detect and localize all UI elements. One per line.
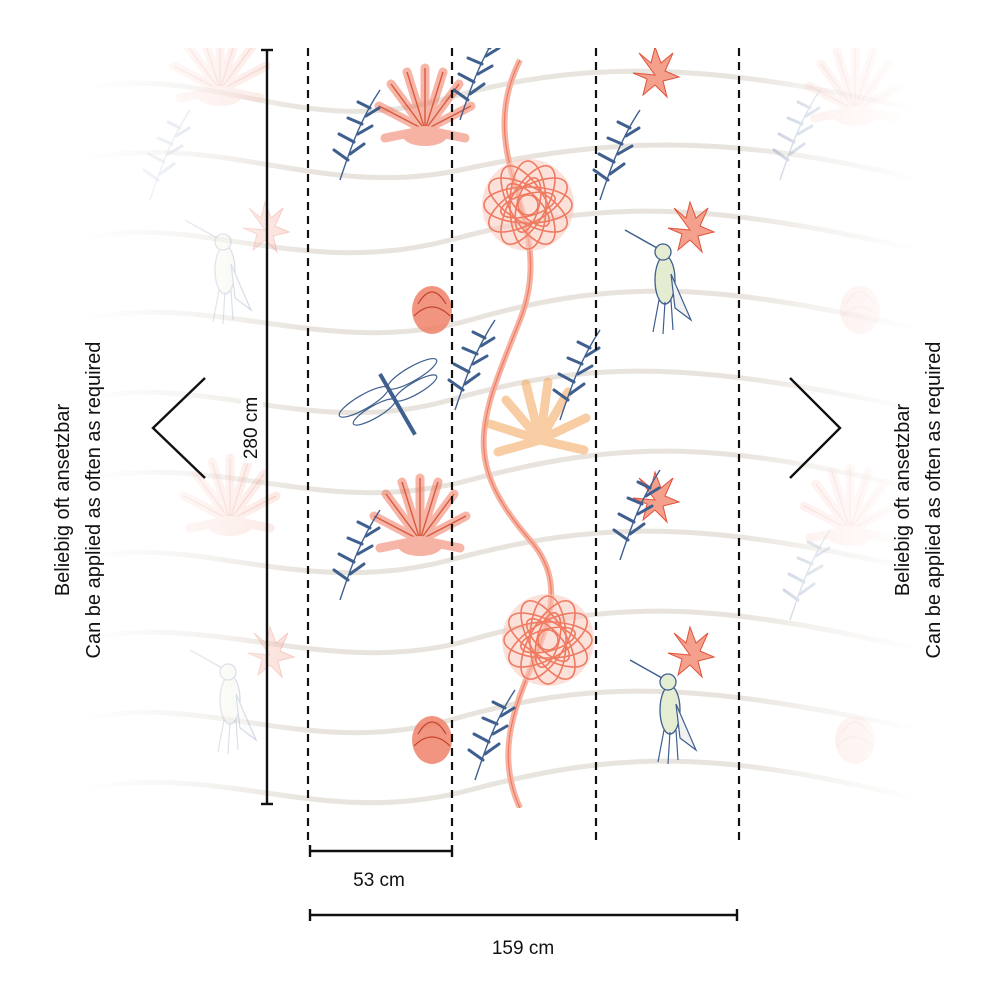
repeat-note-right: Beliebig oft ansetzbar Can be applied as… [888,140,950,860]
repeat-note-de: Beliebig oft ansetzbar [52,403,74,597]
right-repeat-fade [738,48,920,808]
chevron-right-icon [789,377,842,479]
panel-width-label: 53 cm [353,870,405,891]
repeat-note-en: Can be applied as often as required [923,341,945,659]
repeat-note-en: Can be applied as often as required [83,341,105,659]
total-width-label: 159 cm [491,938,555,959]
left-repeat-fade [80,48,310,808]
repeat-note-de: Beliebig oft ansetzbar [892,403,914,597]
height-label: 280 cm [241,392,263,464]
repeat-note-left: Beliebig oft ansetzbar Can be applied as… [48,140,110,860]
chevron-left-icon [151,377,206,479]
